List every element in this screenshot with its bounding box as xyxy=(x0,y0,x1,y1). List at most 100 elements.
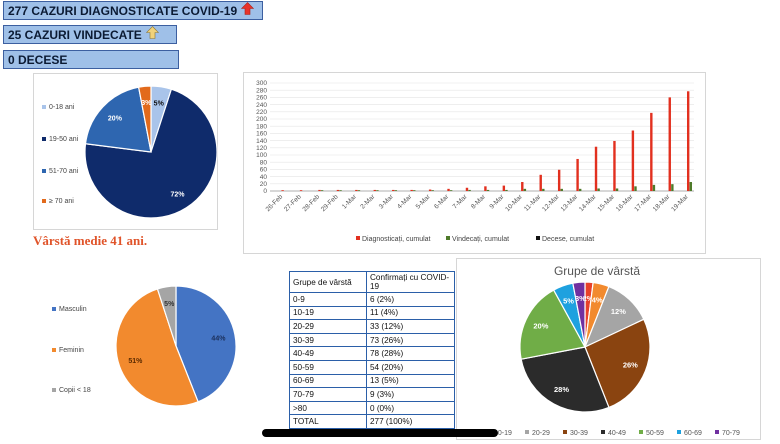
y-tick-label: 20 xyxy=(260,181,268,188)
bar-Vindecați, cumulat-4-Mar xyxy=(413,190,416,191)
table-row: 30-39 73 (26%) xyxy=(289,332,455,348)
legend-swatch xyxy=(536,236,540,240)
bar-Vindecați, cumulat-18-Mar xyxy=(671,184,674,191)
table-cell: 50-59 xyxy=(289,359,367,375)
table-row: >80 0 (0%) xyxy=(289,400,455,416)
table-cell: 9 (3%) xyxy=(366,387,455,402)
x-tick-label: 15-Mar xyxy=(596,193,616,213)
table-cell: 73 (26%) xyxy=(366,332,455,348)
y-tick-label: 80 xyxy=(260,159,268,166)
y-tick-label: 100 xyxy=(256,152,267,159)
recovered-header-text: 25 CAZURI VINDECATE xyxy=(8,28,142,42)
x-tick-label: 16-Mar xyxy=(615,193,635,213)
pie-slice-30-39 xyxy=(584,318,651,409)
table-cell: 78 (28%) xyxy=(366,346,455,361)
y-tick-label: 220 xyxy=(256,109,267,116)
y-tick-label: 160 xyxy=(256,131,267,138)
bar-Vindecați, cumulat-16-Mar xyxy=(634,186,637,191)
y-tick-label: 140 xyxy=(256,138,267,145)
legend-label: 40-49 xyxy=(608,430,626,437)
pie-data-label: 51% xyxy=(128,358,143,365)
table-cell: 0-9 xyxy=(289,292,367,307)
bar-Diagnosticați, cumulat-17-Mar xyxy=(650,112,653,191)
pie-data-label: 44% xyxy=(211,335,226,342)
bar-Vindecați, cumulat-10-Mar xyxy=(523,188,527,191)
table-cell: 11 (4%) xyxy=(366,305,455,321)
pie-data-label: 2% xyxy=(583,294,594,303)
age-legend-1: 19-50 ani xyxy=(42,136,78,143)
table-header-row: Grupe de vârstă Confirmați cu COVID-19 xyxy=(289,271,455,293)
up-arrow-red-icon xyxy=(240,2,255,19)
legend-label: 60-69 xyxy=(684,430,702,437)
age-groups-pie-panel: Grupe de vârstă 2% 4% 12% 26% 28% 20% 5% 3% 10-19… xyxy=(456,258,761,440)
bar-Diagnosticați, cumulat-18-Mar xyxy=(668,97,671,191)
x-tick-label: 11-Mar xyxy=(523,193,543,213)
pie-slice-Masculin xyxy=(175,285,237,403)
bar-Vindecați, cumulat-17-Mar xyxy=(652,184,656,191)
age-legend-3: ≥ 70 ani xyxy=(42,198,74,205)
bar-Diagnosticați, cumulat-26-Feb xyxy=(281,190,284,191)
age-legend-0: 0-18 ani xyxy=(42,104,74,111)
pie-data-label: 3% xyxy=(575,294,586,303)
gender-legend-1: Feminin xyxy=(52,347,84,354)
y-tick-label: 200 xyxy=(256,116,267,123)
y-tick-label: 120 xyxy=(256,145,267,152)
pie-slice-Feminin xyxy=(115,288,199,407)
cumulative-chart-panel: 0 20 40 60 80 100 120 140 160 180 200 220 240 260 280 3… xyxy=(243,72,706,254)
bar-Diagnosticați, cumulat-9-Mar xyxy=(502,185,506,191)
bar-Diagnosticați, cumulat-12-Mar xyxy=(557,169,561,191)
x-tick-label: 5-Mar xyxy=(415,193,433,211)
table-cell: 13 (5%) xyxy=(366,373,455,389)
x-tick-label: 10-Mar xyxy=(504,193,524,213)
chart-title: Grupe de vârstă xyxy=(554,264,640,278)
bar-Diagnosticați, cumulat-14-Mar xyxy=(594,146,598,191)
pie-slice-Copii < 18 xyxy=(156,285,177,347)
diagnosed-header: 277 CAZURI DIAGNOSTICATE COVID-19 xyxy=(3,1,263,20)
legend-swatch xyxy=(715,430,719,434)
bar-Diagnosticați, cumulat-29-Feb xyxy=(336,189,340,191)
up-arrow-yellow-icon xyxy=(145,26,160,43)
redaction-bar xyxy=(262,429,498,437)
x-tick-label: 28-Feb xyxy=(301,193,321,213)
legend-swatch xyxy=(639,430,643,434)
pie-slice-40-49 xyxy=(520,346,610,413)
pie-data-label: 12% xyxy=(611,307,626,316)
table-cell: 10-19 xyxy=(289,305,367,321)
pie-slice-50-59 xyxy=(519,289,586,360)
x-tick-label: 13-Mar xyxy=(560,193,580,213)
table-row: 0-9 6 (2%) xyxy=(289,292,455,307)
table-cell: 60-69 xyxy=(289,373,367,389)
bar-Vindecați, cumulat-14-Mar xyxy=(597,188,600,191)
bar-Vindecați, cumulat-28-Feb xyxy=(320,190,324,191)
bar-Diagnosticați, cumulat-2-Mar xyxy=(373,189,377,191)
bar-Diagnosticați, cumulat-19-Mar xyxy=(686,91,690,191)
legend-label: 10-19 xyxy=(494,430,512,437)
bar-Vindecați, cumulat-11-Mar xyxy=(542,188,545,191)
table-row: 70-79 9 (3%) xyxy=(289,387,455,402)
table-header-cell: Confirmați cu COVID-19 xyxy=(366,271,455,293)
x-tick-label: 29-Feb xyxy=(320,193,340,213)
bar-Diagnosticați, cumulat-28-Feb xyxy=(318,189,321,191)
deaths-header: 0 DECESE xyxy=(3,50,179,69)
pie-data-label: 20% xyxy=(108,116,123,123)
bar-Diagnosticați, cumulat-7-Mar xyxy=(465,187,469,191)
legend-swatch xyxy=(563,430,567,434)
pie-slice-19-50 ani xyxy=(84,88,218,219)
table-header-cell: Grupe de vârstă xyxy=(289,271,367,293)
legend-swatch xyxy=(446,236,450,240)
pie-data-label: 20% xyxy=(533,322,548,331)
y-tick-label: 280 xyxy=(256,87,267,94)
age-legend-2: 51-70 ani xyxy=(42,168,78,175)
table-cell: TOTAL xyxy=(289,414,367,429)
x-tick-label: 18-Mar xyxy=(652,193,672,213)
x-tick-label: 12-Mar xyxy=(541,193,561,213)
pie-slice-≥ 70 ani xyxy=(137,85,152,153)
bar-Diagnosticați, cumulat-5-Mar xyxy=(428,189,432,191)
age-pie-chart: 5% 72% 20% 3% xyxy=(84,85,218,219)
x-tick-label: 7-Mar xyxy=(452,193,470,211)
age-groups-table: Grupe de vârstă Confirmați cu COVID-19 0… xyxy=(289,271,455,429)
pie-data-label: 5% xyxy=(563,297,574,306)
x-tick-label: 19-Mar xyxy=(670,193,690,213)
bar-Diagnosticați, cumulat-4-Mar xyxy=(410,189,413,191)
pie-slice-51-70 ani xyxy=(84,86,152,153)
